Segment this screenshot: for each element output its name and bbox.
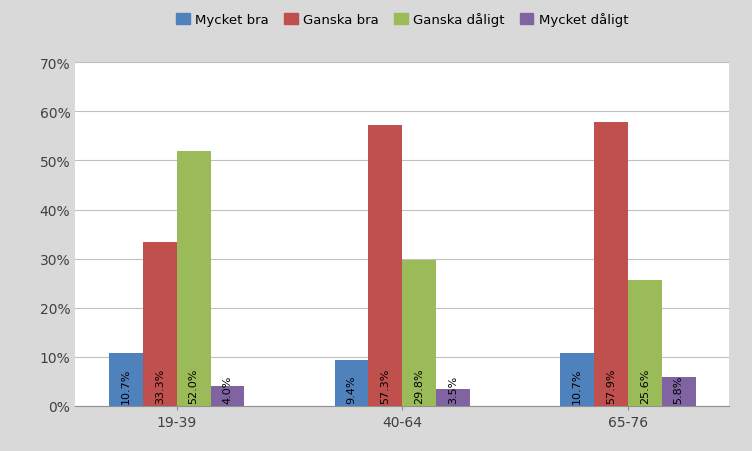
Text: 57.3%: 57.3% xyxy=(381,368,390,404)
Text: 4.0%: 4.0% xyxy=(223,375,232,404)
Bar xyxy=(402,260,436,406)
Text: 33.3%: 33.3% xyxy=(155,368,165,404)
Bar xyxy=(177,151,211,406)
Text: 3.5%: 3.5% xyxy=(448,375,458,404)
Bar xyxy=(436,389,470,406)
Legend: Mycket bra, Ganska bra, Ganska dåligt, Mycket dåligt: Mycket bra, Ganska bra, Ganska dåligt, M… xyxy=(171,8,633,32)
Bar xyxy=(143,243,177,406)
Bar xyxy=(628,281,662,406)
Bar xyxy=(109,354,143,406)
Bar xyxy=(594,122,628,406)
Text: 9.4%: 9.4% xyxy=(347,375,356,404)
Text: 10.7%: 10.7% xyxy=(121,368,131,404)
Text: 29.8%: 29.8% xyxy=(414,368,424,404)
Text: 52.0%: 52.0% xyxy=(189,368,199,404)
Bar xyxy=(662,377,696,406)
Bar xyxy=(560,354,594,406)
Bar xyxy=(211,387,244,406)
Bar xyxy=(368,125,402,406)
Text: 57.9%: 57.9% xyxy=(606,368,616,404)
Bar xyxy=(335,360,368,406)
Text: 5.8%: 5.8% xyxy=(674,375,684,404)
Text: 25.6%: 25.6% xyxy=(640,368,650,404)
Text: 10.7%: 10.7% xyxy=(572,368,582,404)
